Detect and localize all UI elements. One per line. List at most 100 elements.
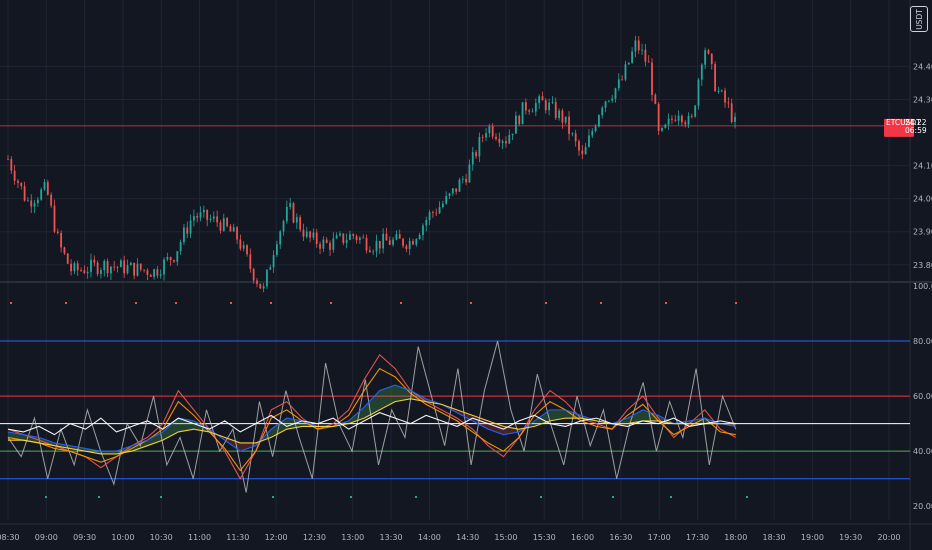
sell-signal-dot: [470, 302, 472, 304]
candle-body: [339, 233, 341, 236]
time-tick-label: 17:00: [648, 533, 671, 542]
candle-body: [704, 50, 707, 65]
candle-body: [279, 231, 282, 245]
candle-body: [285, 206, 288, 222]
currency-button[interactable]: USDT: [910, 6, 928, 32]
candle-body: [441, 203, 444, 208]
time-tick-label: 19:30: [839, 533, 862, 542]
candle-body: [451, 188, 454, 194]
candle-body: [677, 115, 680, 121]
candle-body: [259, 283, 262, 289]
oscillator-series-line: [7, 367, 736, 472]
candle-body: [604, 101, 607, 108]
candle-body: [475, 152, 477, 157]
candle-body: [50, 194, 53, 206]
candle-body: [352, 234, 355, 236]
cloud-fill: [85, 448, 101, 454]
price-axis[interactable]: 24.40 24.30 24.10 24.00 23.90 23.80: [913, 62, 932, 269]
candle-body: [661, 127, 663, 131]
candle-body: [13, 170, 16, 181]
candle-body: [505, 140, 507, 144]
candle-body: [113, 266, 116, 268]
candle-body: [591, 130, 594, 136]
candle-body: [448, 193, 451, 196]
candle-body: [607, 100, 610, 102]
candle-body: [501, 140, 504, 143]
candle-body: [325, 239, 328, 243]
candle-body: [671, 118, 673, 120]
time-tick-label: 13:00: [341, 533, 364, 542]
candle-body: [266, 269, 268, 287]
candle-body: [7, 158, 9, 160]
candle-body: [189, 220, 192, 234]
buy-signal-dot: [670, 496, 672, 498]
candle-body: [584, 146, 587, 155]
candle-body: [295, 217, 298, 223]
cloud-fill: [38, 437, 55, 446]
candle-body: [358, 237, 361, 241]
candle-body: [724, 90, 726, 103]
candle-body: [621, 79, 624, 81]
candle-body: [667, 118, 670, 125]
candle-body: [126, 265, 129, 274]
cloud-fill: [100, 451, 117, 454]
candle-body: [242, 245, 245, 249]
candle-body: [558, 110, 560, 119]
cloud-fill: [131, 440, 148, 452]
candle-body: [438, 207, 441, 214]
oscillator-axis[interactable]: 100.00 80.00 60.00 40.00 20.00: [913, 282, 932, 511]
candle-body: [687, 115, 690, 125]
oscillator-series-line: [7, 353, 737, 480]
time-tick-label: 08:30: [0, 533, 20, 542]
buy-signal-dot: [45, 496, 47, 498]
price-label-value: 24.22: [905, 118, 927, 127]
candle-body: [232, 227, 235, 232]
oscillator-lines: [7, 340, 737, 493]
candle-body: [252, 268, 255, 281]
candle-body: [216, 216, 219, 223]
candle-body: [681, 115, 683, 123]
candle-body: [329, 242, 331, 250]
candle-body: [412, 241, 414, 245]
candle-body: [76, 263, 79, 271]
candle-body: [594, 126, 597, 131]
candle-body: [269, 267, 272, 270]
candle-body: [289, 203, 292, 207]
time-tick-label: 12:00: [265, 533, 288, 542]
candle-body: [80, 270, 82, 272]
cloud-fill: [147, 431, 163, 446]
time-axis[interactable]: 08:30 09:00 09:30 10:00 10:30 11:00 11:30 12:00…: [0, 533, 901, 542]
candle-body: [193, 216, 195, 221]
candle-body: [129, 262, 132, 266]
candle-body: [495, 136, 497, 140]
candle-body: [634, 40, 637, 52]
candle-body: [631, 51, 634, 63]
candle-body: [315, 232, 318, 245]
candle-body: [730, 103, 733, 122]
sell-signal-dot: [330, 302, 332, 304]
candle-body: [651, 62, 653, 95]
candle-body: [432, 212, 434, 213]
currency-label: USDT: [914, 8, 924, 30]
candle-body: [73, 263, 76, 272]
candle-body: [524, 102, 527, 111]
candle-body: [256, 280, 258, 284]
candle-body: [491, 126, 494, 137]
candle-body: [392, 239, 394, 245]
candle-body: [368, 250, 371, 253]
time-tick-label: 09:30: [73, 533, 96, 542]
sell-signal-dot: [600, 302, 602, 304]
candle-body: [515, 115, 517, 134]
oscillator-series-line: [7, 412, 736, 436]
cloud-fill: [364, 390, 380, 419]
price-tick-label: 24.00: [913, 195, 932, 204]
candle-body: [465, 178, 468, 183]
candle-body: [159, 274, 162, 276]
oscillator-tick-label: 40.00: [913, 447, 932, 456]
time-tick-label: 19:00: [801, 533, 824, 542]
candle-body: [90, 259, 92, 272]
oscillator-tick-label: 20.00: [913, 502, 932, 511]
price-tick-label: 24.30: [913, 95, 932, 104]
